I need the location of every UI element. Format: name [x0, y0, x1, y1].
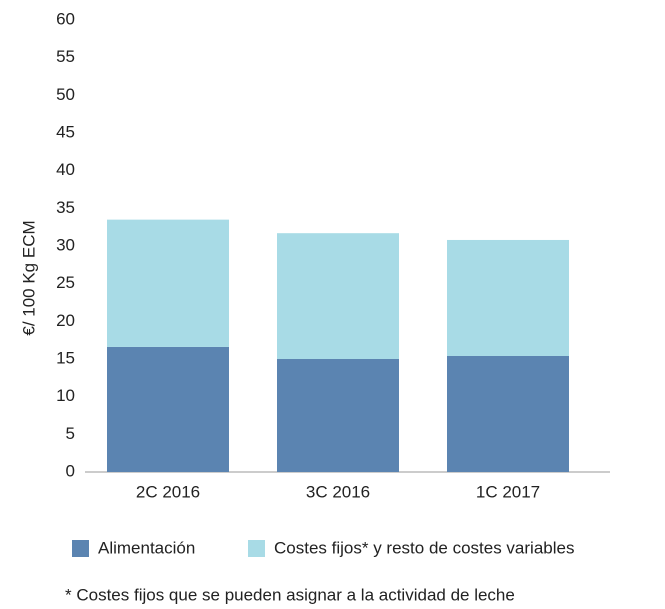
- y-tick-label: 25: [56, 273, 75, 292]
- legend-label: Costes fijos* y resto de costes variable…: [274, 538, 574, 557]
- y-tick-label: 55: [56, 47, 75, 66]
- bar-segment: [277, 233, 399, 359]
- y-tick-label: 20: [56, 311, 75, 330]
- bar-segment: [447, 355, 569, 472]
- x-tick-label: 2C 2016: [136, 482, 200, 501]
- bar-segment: [107, 346, 229, 472]
- y-tick-label: 30: [56, 235, 75, 254]
- y-tick-label: 40: [56, 160, 75, 179]
- y-tick-label: 50: [56, 85, 75, 104]
- legend-swatch: [72, 540, 89, 557]
- x-tick-label: 3C 2016: [306, 482, 370, 501]
- x-tick-label: 1C 2017: [476, 482, 540, 501]
- y-tick-label: 35: [56, 198, 75, 217]
- y-tick-label: 45: [56, 122, 75, 141]
- bar-segment: [107, 219, 229, 347]
- y-tick-label: 5: [66, 424, 75, 443]
- y-axis-label: €/ 100 Kg ECM: [19, 220, 38, 335]
- legend-swatch: [248, 540, 265, 557]
- bar-segment: [447, 239, 569, 356]
- y-tick-label: 60: [56, 9, 75, 28]
- y-tick-label: 0: [66, 461, 75, 480]
- legend-label: Alimentación: [98, 538, 195, 557]
- footnote: * Costes fijos que se pueden asignar a l…: [65, 585, 515, 604]
- bar-segment: [277, 359, 399, 472]
- y-tick-label: 15: [56, 348, 75, 367]
- y-tick-label: 10: [56, 386, 75, 405]
